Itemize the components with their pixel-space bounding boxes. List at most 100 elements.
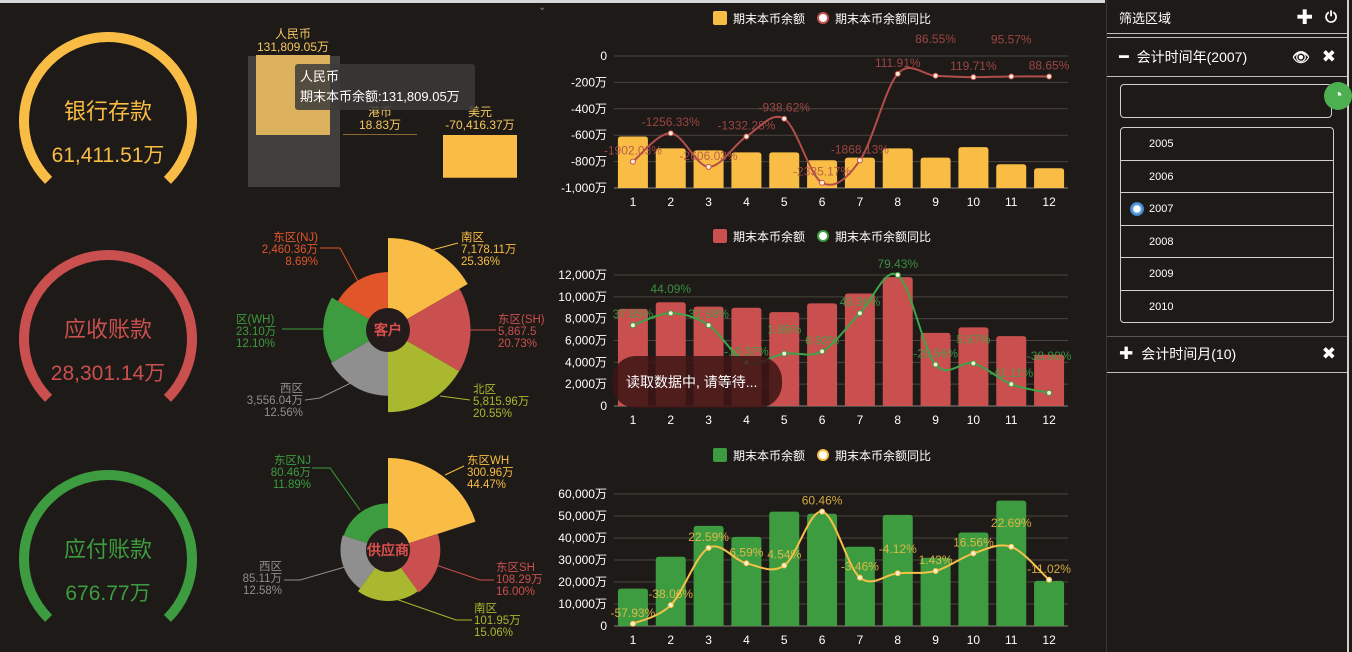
line-data-label: 22.59% <box>688 530 729 544</box>
pie-label: 北区 <box>473 383 496 396</box>
add-filter-icon[interactable]: ✚ <box>1296 6 1314 29</box>
gauge-title: 应收账款 <box>64 317 152 342</box>
month-filter-header[interactable]: ✚ 会计时间月(10) ✖ <box>1107 341 1347 367</box>
pie-label: 20.55% <box>473 408 512 420</box>
bar <box>996 164 1027 188</box>
legend-label: 期末本币余额同比 <box>835 229 931 244</box>
bar <box>731 152 762 188</box>
eye-icon[interactable]: 👁 <box>1291 48 1310 65</box>
year-option-label: 2007 <box>1149 203 1174 215</box>
line-point <box>894 272 901 278</box>
bar <box>958 327 989 406</box>
x-tick-label: 3 <box>705 195 712 209</box>
pie-label: 南区 <box>461 230 484 244</box>
y-tick-label: 8,000万 <box>565 312 607 326</box>
line-data-label: 86.55% <box>915 32 956 46</box>
x-tick-label: 4 <box>743 633 750 647</box>
bar-value-label: 18.83万 <box>359 118 401 132</box>
year-option-label: 2010 <box>1149 300 1174 313</box>
y-tick-label: -200万 <box>571 75 607 89</box>
line-point <box>667 310 674 317</box>
pie-label: 8.69% <box>285 256 318 268</box>
pie-sector <box>323 297 388 363</box>
x-tick-label: 2 <box>667 195 674 209</box>
x-tick-label: 1 <box>630 195 637 209</box>
line-data-label: -1868.13% <box>831 142 889 156</box>
bar-category-label: 人民币 <box>275 27 311 41</box>
y-tick-label: 60,000万 <box>558 487 607 501</box>
year-filter-header[interactable]: ━ 会计时间年(2007) 👁 ✖ <box>1107 44 1347 70</box>
x-tick-label: 6 <box>819 633 826 647</box>
line-point <box>894 70 901 77</box>
year-option[interactable]: 2009 <box>1121 258 1333 291</box>
year-option[interactable]: 2008 <box>1121 226 1333 258</box>
line-point <box>1008 543 1015 550</box>
line-point <box>819 348 826 355</box>
filter-header: 筛选区域 ✚ ⏻ <box>1107 4 1347 30</box>
loading-overlay: 读取数据中, 请等待... <box>612 356 782 408</box>
legend-line-swatch <box>817 449 829 461</box>
pie-label: 300.96万 <box>467 467 514 479</box>
y-tick-label: 2,000万 <box>565 377 607 391</box>
bar <box>807 303 838 406</box>
line-data-label: 60.46% <box>802 494 843 508</box>
currency-bar <box>443 135 517 178</box>
x-tick-label: 7 <box>857 413 864 427</box>
year-option[interactable]: 2006 <box>1121 161 1333 193</box>
line-point <box>629 322 636 329</box>
pie-label: 15.06% <box>474 627 513 639</box>
year-option-label: 2006 <box>1149 170 1174 183</box>
line-point <box>819 179 826 186</box>
year-option-selected[interactable]: 2007 <box>1121 193 1333 226</box>
pie-label: 东区(NJ) <box>273 231 318 244</box>
y-tick-label: 10,000万 <box>558 290 607 304</box>
pie-label-line <box>439 395 471 401</box>
line-data-label: 95.57% <box>991 32 1032 46</box>
filter-sidebar: 筛选区域 ✚ ⏻ ━ 会计时间年(2007) 👁 ✖ 2005 2006 200… <box>1106 0 1349 652</box>
close-icon[interactable]: ✖ <box>1321 344 1336 363</box>
power-icon[interactable]: ⏻ <box>1325 8 1337 26</box>
year-search-input[interactable] <box>1120 84 1332 118</box>
x-tick-label: 10 <box>967 413 981 427</box>
year-option[interactable]: 2010 <box>1121 291 1333 323</box>
line-point <box>781 115 788 122</box>
line-data-label: -2335.17% <box>793 165 851 179</box>
line-data-label: 45.36% <box>840 295 881 309</box>
expand-plus-icon[interactable]: ✚ <box>1119 344 1134 363</box>
legend-bar-swatch <box>713 448 727 462</box>
pie-center-title: 供应商 <box>366 542 409 558</box>
line-data-label: -1902.03% <box>604 144 662 158</box>
pie-sector <box>388 330 460 413</box>
line-point <box>781 350 788 357</box>
floating-action-button[interactable]: ◔ <box>1324 82 1352 110</box>
x-tick-label: 12 <box>1042 633 1056 647</box>
line-data-label: 22.69% <box>991 516 1032 530</box>
line-data-label: 44.09% <box>650 282 691 296</box>
line-data-label: -28.56% <box>913 347 958 361</box>
pie-label: 东区WH <box>467 454 509 467</box>
line-point <box>856 157 863 164</box>
collapse-chevron-icon[interactable]: ⌄ <box>538 2 547 13</box>
gauge-title: 银行存款 <box>64 99 152 124</box>
year-option[interactable]: 2005 <box>1121 128 1333 161</box>
pie-label-line <box>304 379 358 401</box>
collapse-minus-icon[interactable]: ━ <box>1119 49 1129 66</box>
pie-sector <box>388 238 468 330</box>
legend-line-swatch <box>817 230 829 242</box>
close-icon[interactable]: ✖ <box>1321 47 1336 66</box>
y-tick-label: -400万 <box>571 102 607 116</box>
radio-selected-icon[interactable] <box>1130 202 1144 216</box>
line-point <box>667 602 674 609</box>
x-tick-label: 3 <box>705 633 712 647</box>
pie-label: 7,178.11万 <box>461 244 516 256</box>
x-tick-label: 7 <box>857 633 864 647</box>
pie-sector <box>388 458 476 550</box>
x-tick-label: 7 <box>857 195 864 209</box>
x-tick-label: 6 <box>819 413 826 427</box>
year-option-label: 2008 <box>1149 235 1174 248</box>
y-tick-label: 0 <box>600 49 607 63</box>
pie-label: 东区SH <box>496 561 535 574</box>
pie-label: 20.73% <box>498 338 537 350</box>
x-tick-label: 2 <box>667 633 674 647</box>
x-tick-label: 5 <box>781 195 788 209</box>
